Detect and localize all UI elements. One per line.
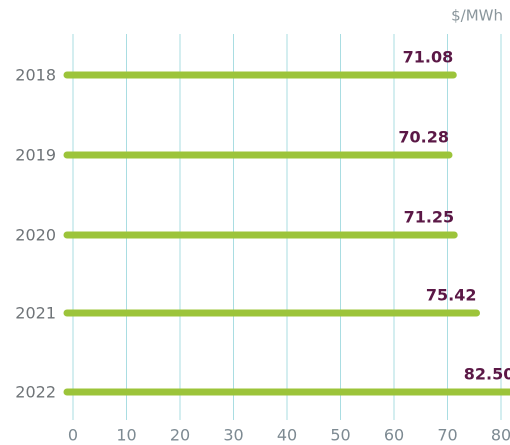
x-tick-label: 0 [68,426,78,445]
value-label: 71.25 [404,208,455,227]
axis-unit: $/MWh [451,7,503,25]
y-tick-label: 2018 [15,66,56,85]
x-tick-label: 10 [116,426,136,445]
x-tick-label: 30 [223,426,243,445]
x-tick-label: 50 [330,426,350,445]
x-tick-label: 60 [384,426,404,445]
y-tick-label: 2022 [15,383,56,402]
x-tick-label: 80 [491,426,510,445]
x-tick-label: 70 [437,426,457,445]
y-tick-label: 2020 [15,226,56,245]
value-label: 82.50 [464,365,510,384]
y-tick-label: 2019 [15,146,56,165]
value-label: 75.42 [426,286,477,305]
x-tick-label: 40 [277,426,297,445]
y-tick-label: 2021 [15,304,56,323]
value-label: 70.28 [398,128,449,147]
value-label: 71.08 [403,48,454,67]
x-tick-label: 20 [170,426,190,445]
